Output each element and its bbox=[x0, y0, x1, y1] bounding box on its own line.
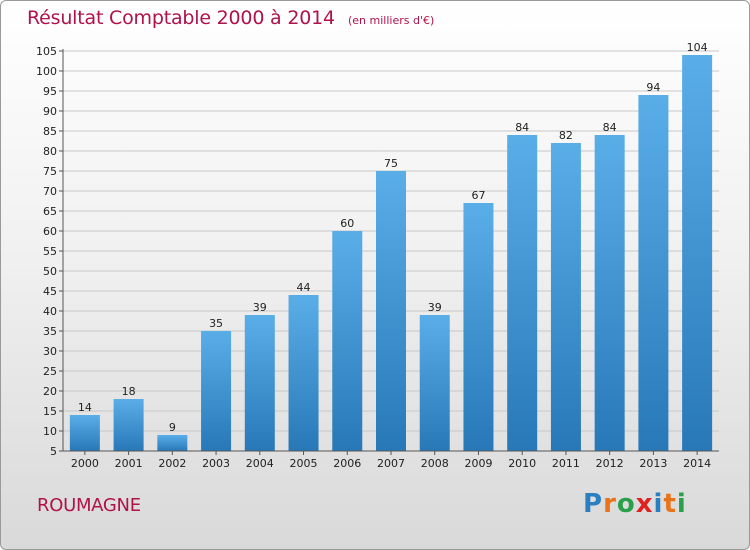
data-label-2010: 84 bbox=[515, 121, 529, 134]
data-label-2014: 104 bbox=[687, 41, 708, 54]
y-tick-label: 85 bbox=[43, 125, 57, 138]
bar-2005 bbox=[288, 295, 319, 451]
x-tick-label-2009: 2009 bbox=[464, 457, 492, 470]
logo-letter: r bbox=[603, 489, 617, 519]
x-tick-label-2004: 2004 bbox=[246, 457, 274, 470]
y-tick-label: 55 bbox=[43, 245, 57, 258]
logo-letter: t bbox=[663, 489, 677, 519]
y-tick-label: 30 bbox=[43, 345, 57, 358]
logo-letter: i bbox=[653, 489, 664, 519]
title-row: Résultat Comptable 2000 à 2014 (en milli… bbox=[27, 7, 434, 29]
data-label-2009: 67 bbox=[471, 189, 485, 202]
data-label-2005: 44 bbox=[297, 281, 311, 294]
bar-2000 bbox=[69, 415, 100, 451]
data-label-2006: 60 bbox=[340, 217, 354, 230]
x-tick-label-2002: 2002 bbox=[158, 457, 186, 470]
chart-subtitle: (en milliers d'€) bbox=[347, 14, 435, 27]
y-tick-label: 80 bbox=[43, 145, 57, 158]
x-tick-label-2011: 2011 bbox=[552, 457, 580, 470]
x-tick-label-2000: 2000 bbox=[71, 457, 99, 470]
logo-letter: i bbox=[676, 489, 687, 519]
data-label-2011: 82 bbox=[559, 129, 573, 142]
x-tick-label-2001: 2001 bbox=[115, 457, 143, 470]
data-label-2000: 14 bbox=[78, 401, 92, 414]
bar-2011 bbox=[550, 143, 581, 451]
bar-2010 bbox=[507, 135, 538, 451]
data-label-2008: 39 bbox=[428, 301, 442, 314]
x-tick-label-2006: 2006 bbox=[333, 457, 361, 470]
data-label-2013: 94 bbox=[646, 81, 660, 94]
y-tick-label: 25 bbox=[43, 365, 57, 378]
logo-letter: P bbox=[583, 489, 604, 519]
y-tick-label: 15 bbox=[43, 405, 57, 418]
data-label-2012: 84 bbox=[603, 121, 617, 134]
x-tick-label-2003: 2003 bbox=[202, 457, 230, 470]
commune-name: ROUMAGNE bbox=[37, 495, 141, 516]
y-tick-label: 75 bbox=[43, 165, 57, 178]
logo-letter: o bbox=[616, 489, 636, 519]
bar-2003 bbox=[201, 331, 232, 451]
y-tick-label: 70 bbox=[43, 185, 57, 198]
data-label-2002: 9 bbox=[169, 421, 176, 434]
x-tick-label-2014: 2014 bbox=[683, 457, 711, 470]
y-tick-label: 20 bbox=[43, 385, 57, 398]
y-tick-label: 65 bbox=[43, 205, 57, 218]
bar-2009 bbox=[463, 203, 494, 451]
y-tick-label: 40 bbox=[43, 305, 57, 318]
y-tick-label: 90 bbox=[43, 105, 57, 118]
x-tick-label-2007: 2007 bbox=[377, 457, 405, 470]
x-tick-label-2005: 2005 bbox=[290, 457, 318, 470]
y-tick-label: 10 bbox=[43, 425, 57, 438]
proxiti-logo: Proxiti bbox=[583, 489, 687, 519]
x-tick-label-2012: 2012 bbox=[596, 457, 624, 470]
data-label-2004: 39 bbox=[253, 301, 267, 314]
bar-2007 bbox=[376, 171, 406, 451]
data-label-2007: 75 bbox=[384, 157, 398, 170]
data-label-2001: 18 bbox=[122, 385, 136, 398]
bar-2008 bbox=[419, 315, 450, 451]
chart-title: Résultat Comptable 2000 à 2014 bbox=[27, 7, 335, 29]
y-tick-label: 60 bbox=[43, 225, 57, 238]
y-tick-label: 50 bbox=[43, 265, 57, 278]
bar-2002 bbox=[157, 435, 188, 451]
bar-2001 bbox=[113, 399, 144, 451]
logo-letter: x bbox=[635, 489, 654, 519]
y-tick-label: 105 bbox=[36, 45, 57, 58]
x-tick-label-2008: 2008 bbox=[421, 457, 449, 470]
y-tick-label: 5 bbox=[50, 445, 57, 458]
bar-2014 bbox=[682, 55, 713, 451]
y-tick-label: 45 bbox=[43, 285, 57, 298]
y-tick-label: 35 bbox=[43, 325, 57, 338]
x-tick-label-2010: 2010 bbox=[508, 457, 536, 470]
bar-2006 bbox=[332, 231, 363, 451]
y-tick-label: 100 bbox=[36, 65, 57, 78]
data-label-2003: 35 bbox=[209, 317, 223, 330]
bar-2013 bbox=[638, 95, 669, 451]
bar-2004 bbox=[244, 315, 275, 451]
bar-2012 bbox=[594, 135, 625, 451]
y-tick-label: 95 bbox=[43, 85, 57, 98]
x-tick-label-2013: 2013 bbox=[639, 457, 667, 470]
